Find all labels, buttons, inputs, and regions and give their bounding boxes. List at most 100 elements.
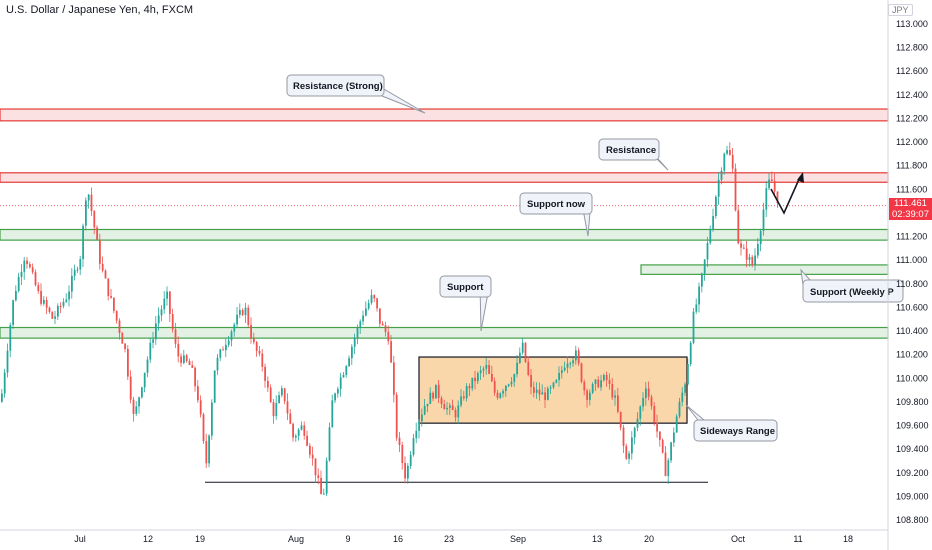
- candle-body: [15, 290, 17, 301]
- candle-body: [558, 372, 560, 381]
- annotation-support-now-text: Support now: [527, 199, 586, 210]
- candle-body: [687, 364, 689, 385]
- candle-body: [253, 338, 255, 343]
- candle-body: [751, 256, 754, 266]
- candle-body: [491, 373, 493, 382]
- price-tick-label: 109.200: [896, 468, 929, 478]
- candle-body: [362, 315, 364, 322]
- price-tick-label: 110.400: [896, 326, 928, 336]
- candle-body: [535, 389, 538, 393]
- candle-body: [124, 343, 126, 350]
- annotation-support: Support: [439, 275, 492, 332]
- time-tick-label: 20: [644, 534, 654, 544]
- candle-body: [597, 379, 600, 388]
- annotation-resistance-strong: Resistance (Strong): [286, 74, 426, 114]
- candle-body: [171, 313, 174, 330]
- candle-body: [76, 269, 79, 271]
- candle-body: [272, 402, 275, 417]
- candle-body: [169, 291, 171, 314]
- candle-body: [647, 388, 650, 397]
- candle-body: [653, 406, 656, 423]
- time-tick-label: Oct: [731, 534, 746, 544]
- candle-body: [194, 367, 196, 387]
- candle-body: [404, 463, 406, 479]
- candle-body: [460, 396, 462, 406]
- candle-body: [17, 276, 20, 291]
- candle-body: [723, 153, 726, 171]
- candle-body: [107, 278, 110, 297]
- candlesticks: [1, 142, 779, 497]
- candle-body: [608, 380, 611, 384]
- candle-body: [513, 374, 516, 382]
- candle-body: [633, 427, 636, 438]
- candle-body: [356, 327, 359, 338]
- candle-body: [345, 366, 348, 375]
- candle-body: [709, 229, 712, 243]
- candle-body: [407, 465, 409, 479]
- candle-body: [283, 388, 286, 402]
- candle-body: [499, 393, 502, 398]
- candle-body: [267, 380, 269, 388]
- candle-body: [661, 439, 664, 453]
- candle-body: [323, 493, 325, 495]
- price-tick-label: 111.200: [896, 232, 927, 242]
- candle-body: [698, 286, 700, 305]
- candle-body: [227, 340, 230, 345]
- candle-body: [454, 410, 457, 418]
- candle-body: [342, 374, 345, 378]
- candle-body: [250, 324, 252, 339]
- annotation-support-weekly: Support (Weekly P: [800, 268, 904, 303]
- candle-body: [230, 331, 233, 341]
- candle-body: [689, 342, 692, 365]
- candle-body: [507, 384, 510, 386]
- price-axis[interactable]: 113.000 112.800 112.600 112.400 112.200 112.0…: [896, 19, 929, 525]
- candle-body: [43, 299, 45, 304]
- candle-body: [146, 359, 149, 373]
- candle-body: [90, 194, 93, 212]
- candle-body: [440, 397, 443, 405]
- price-tick-label: 108.800: [896, 515, 929, 525]
- candle-body: [692, 311, 695, 343]
- time-tick-label: Jul: [74, 534, 86, 544]
- candle-body: [85, 200, 87, 226]
- candle-body: [365, 308, 367, 316]
- symbol-title: U.S. Dollar / Japanese Yen, 4h, FXCM: [6, 4, 194, 16]
- price-tick-label: 109.800: [896, 397, 929, 407]
- candle-body: [213, 370, 216, 403]
- candle-body: [387, 331, 390, 342]
- candle-body: [300, 425, 303, 430]
- candle-body: [320, 478, 322, 495]
- currency-badge[interactable]: JPY: [888, 4, 913, 16]
- candle-body: [93, 211, 96, 228]
- candle-body: [306, 435, 308, 446]
- time-axis[interactable]: Jul 12 19 Aug 9 16 23 Sep 13 20 Oct 11 18: [74, 534, 853, 544]
- price-tick-label: 113.000: [896, 19, 928, 29]
- candle-body: [731, 154, 734, 169]
- candle-body: [622, 427, 625, 446]
- candle-body: [57, 305, 59, 317]
- candle-body: [519, 352, 521, 363]
- candle-body: [412, 438, 415, 455]
- annotation-sideways-range: Sideways Range: [685, 404, 778, 442]
- candle-body: [603, 374, 605, 381]
- candle-body: [261, 353, 264, 367]
- candle-body: [745, 248, 748, 260]
- candle-body: [740, 243, 742, 248]
- candle-body: [521, 342, 524, 353]
- price-tick-label: 110.800: [896, 279, 928, 289]
- candle-body: [275, 402, 278, 417]
- candle-body: [202, 414, 205, 442]
- candle-body: [132, 399, 135, 414]
- candle-body: [379, 308, 381, 324]
- candle-body: [575, 350, 577, 361]
- candle-body: [73, 269, 76, 276]
- candle-body: [468, 385, 471, 389]
- candle-body: [101, 263, 104, 271]
- candle-body: [614, 395, 616, 398]
- candle-body: [166, 291, 168, 299]
- candle-body: [258, 350, 261, 354]
- candle-body: [359, 321, 362, 328]
- candle-body: [29, 264, 31, 268]
- candle-body: [488, 364, 490, 374]
